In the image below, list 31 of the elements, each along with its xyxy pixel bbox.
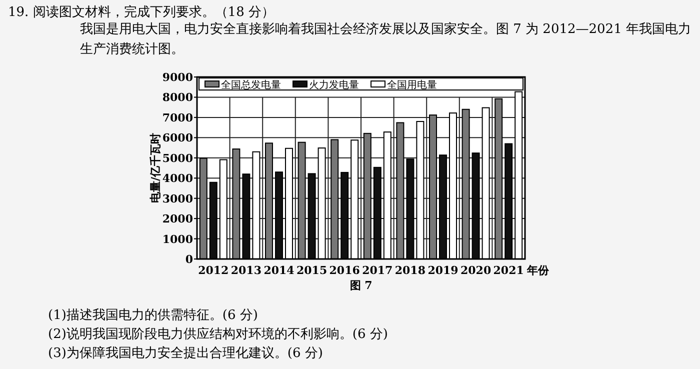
- y-tick-label: 3000: [162, 192, 194, 206]
- y-tick-label: 0: [185, 253, 194, 266]
- x-tick-label: 2017: [362, 264, 393, 277]
- caption: 图 7: [350, 279, 372, 292]
- chart-title: 19. 阅读图文材料，完成下列要求。（18 分）: [8, 4, 274, 20]
- x-tick-label: 2014: [264, 264, 295, 277]
- y-tick-label: 9000: [162, 71, 194, 84]
- x-tick-label: 2016: [329, 264, 360, 277]
- x-tick-label: 2013: [230, 264, 262, 277]
- x-tick-label: 2020: [460, 264, 492, 277]
- x-tick-label: 2021: [493, 264, 524, 277]
- x-tick-label: 2018: [394, 264, 426, 277]
- y-tick-label: 5000: [162, 152, 194, 165]
- y-axis-title: 电量/亿千瓦时: [149, 132, 162, 204]
- y-tick-label: 4000: [162, 172, 194, 186]
- y-tick-label: 2000: [162, 212, 194, 226]
- x-tick-label: 2015: [296, 264, 328, 277]
- legend-label: 全国总发电量: [221, 79, 281, 91]
- legend-label: 全国用电量: [387, 79, 437, 91]
- y-tick-label: 7000: [162, 111, 194, 124]
- text: (1)描述我国电力的供需特征。(6 分): [48, 308, 258, 323]
- text: (3)为保障我国电力安全提出合理化建议。(6 分): [48, 345, 323, 361]
- text: (2)说明我国现阶段电力供应结构对环境的不利影响。(6 分): [48, 326, 388, 342]
- x-tick-label: 2019: [428, 264, 458, 277]
- y-tick-label: 8000: [162, 91, 194, 104]
- y-tick-label: 1000: [162, 232, 194, 246]
- chart-subtitle: 我国是用电大国，电力安全直接影响着我国社会经济发展以及国家安全。图 7 为 2012—2021 年我国电力生产消费统计图。: [80, 21, 692, 59]
- x-tick-label: 2012: [198, 264, 229, 277]
- x-axis-title: 年份: [526, 264, 550, 277]
- y-tick-label: 6000: [162, 132, 194, 145]
- legend-label: 火力发电量: [309, 79, 359, 91]
